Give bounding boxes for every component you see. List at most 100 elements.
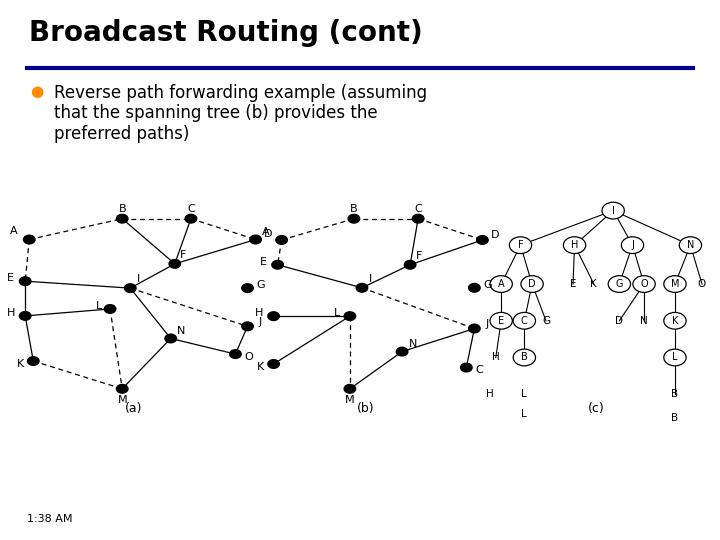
- Text: B: B: [672, 413, 678, 423]
- Text: I: I: [138, 274, 140, 284]
- Circle shape: [117, 384, 128, 393]
- Text: L: L: [96, 301, 102, 311]
- Text: (c): (c): [588, 402, 605, 415]
- Text: O: O: [698, 279, 706, 289]
- Text: K: K: [672, 316, 678, 326]
- Text: K: K: [17, 359, 24, 369]
- Text: L: L: [521, 409, 527, 419]
- Text: C: C: [187, 204, 195, 214]
- Text: G: G: [256, 280, 265, 291]
- Circle shape: [633, 275, 655, 293]
- Circle shape: [344, 312, 356, 320]
- Text: N: N: [409, 339, 417, 349]
- Text: I: I: [612, 206, 615, 215]
- Circle shape: [268, 312, 279, 320]
- Circle shape: [469, 324, 480, 333]
- Text: M: M: [117, 395, 127, 404]
- Text: B: B: [521, 353, 528, 362]
- Circle shape: [125, 284, 136, 293]
- Circle shape: [664, 312, 686, 329]
- Text: 1:38 AM: 1:38 AM: [27, 514, 73, 524]
- Text: N: N: [640, 316, 648, 326]
- Text: H: H: [486, 389, 493, 399]
- Text: L: L: [672, 353, 678, 362]
- Circle shape: [344, 384, 356, 393]
- Text: N: N: [177, 326, 186, 336]
- Text: I: I: [369, 274, 372, 284]
- Text: D: D: [491, 230, 500, 240]
- Text: G: G: [542, 316, 550, 326]
- Text: K: K: [257, 362, 264, 372]
- Circle shape: [513, 312, 536, 329]
- Text: G: G: [483, 280, 492, 290]
- Circle shape: [268, 360, 279, 368]
- Text: L: L: [521, 389, 527, 399]
- Text: G: G: [616, 279, 623, 289]
- Circle shape: [242, 322, 253, 330]
- Circle shape: [185, 214, 197, 223]
- Text: (b): (b): [357, 402, 374, 415]
- Text: N: N: [687, 240, 694, 250]
- Circle shape: [461, 363, 472, 372]
- Circle shape: [396, 347, 408, 356]
- Text: Broadcast Routing (cont): Broadcast Routing (cont): [29, 19, 423, 47]
- Circle shape: [19, 277, 31, 286]
- Text: B: B: [350, 204, 358, 214]
- Circle shape: [621, 237, 644, 253]
- Circle shape: [24, 235, 35, 244]
- Circle shape: [490, 275, 513, 293]
- Circle shape: [608, 275, 631, 293]
- Text: F: F: [180, 249, 186, 260]
- Text: C: C: [521, 316, 528, 326]
- Text: L: L: [334, 308, 340, 319]
- Text: C: C: [475, 365, 483, 375]
- Circle shape: [679, 237, 701, 253]
- Circle shape: [564, 237, 586, 253]
- Circle shape: [242, 284, 253, 293]
- Circle shape: [104, 305, 116, 313]
- Text: H: H: [492, 353, 500, 362]
- Text: ●: ●: [30, 84, 43, 99]
- Text: H: H: [6, 308, 15, 318]
- Text: O: O: [244, 352, 253, 362]
- Text: B: B: [118, 204, 126, 214]
- Circle shape: [117, 214, 128, 223]
- Circle shape: [405, 260, 416, 269]
- Text: D: D: [528, 279, 536, 289]
- Circle shape: [513, 349, 536, 366]
- Circle shape: [169, 260, 181, 268]
- Circle shape: [469, 284, 480, 292]
- Text: M: M: [671, 279, 679, 289]
- Text: M: M: [345, 395, 355, 404]
- Circle shape: [348, 214, 360, 223]
- Text: E: E: [570, 279, 576, 289]
- Text: K: K: [590, 279, 598, 289]
- Text: O: O: [640, 279, 648, 289]
- Text: (a): (a): [125, 402, 142, 415]
- Text: J: J: [486, 319, 489, 329]
- Text: E: E: [7, 273, 14, 284]
- Circle shape: [477, 235, 488, 244]
- Text: C: C: [414, 204, 422, 214]
- Text: J: J: [631, 240, 634, 250]
- Text: Reverse path forwarding example (assuming
that the spanning tree (b) provides th: Reverse path forwarding example (assumin…: [54, 84, 427, 143]
- Circle shape: [272, 260, 284, 269]
- Text: D: D: [264, 229, 273, 239]
- Text: F: F: [518, 240, 523, 250]
- Circle shape: [356, 284, 368, 292]
- Circle shape: [27, 357, 39, 366]
- Text: J: J: [259, 317, 262, 327]
- Circle shape: [664, 349, 686, 366]
- Circle shape: [250, 235, 261, 244]
- Circle shape: [664, 275, 686, 293]
- Circle shape: [509, 237, 531, 253]
- Circle shape: [19, 312, 31, 320]
- Circle shape: [521, 275, 544, 293]
- Circle shape: [230, 350, 241, 359]
- Circle shape: [413, 214, 424, 223]
- Circle shape: [276, 235, 287, 244]
- Text: D: D: [616, 316, 624, 326]
- Text: H: H: [571, 240, 578, 250]
- Text: E: E: [260, 257, 266, 267]
- Circle shape: [602, 202, 624, 219]
